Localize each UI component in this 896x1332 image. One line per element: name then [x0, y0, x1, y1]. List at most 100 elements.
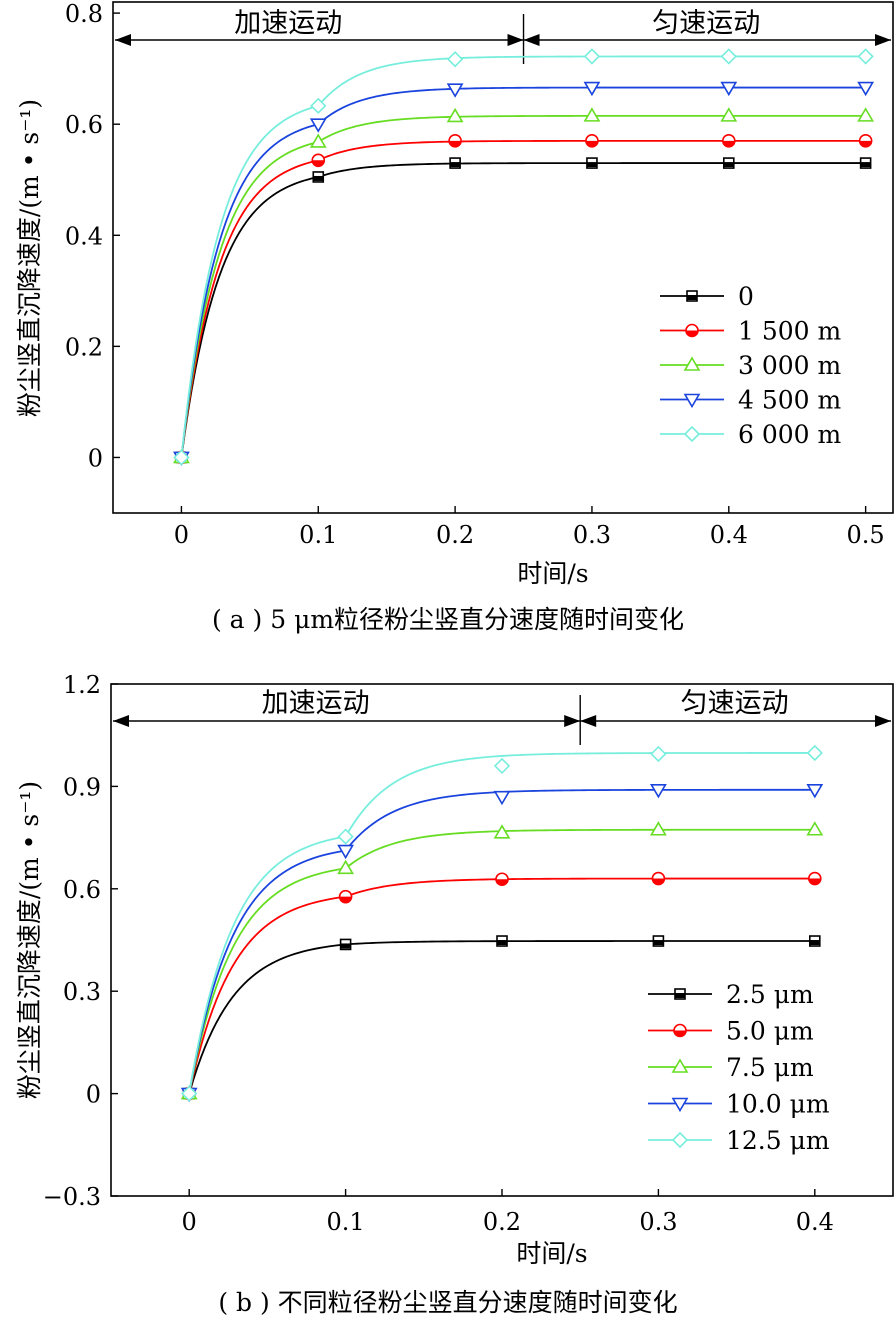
y-tick-label: 0.8: [65, 0, 103, 28]
data-point: [586, 157, 598, 169]
phase-arrowhead-left: [113, 715, 129, 727]
marker-square-fill: [723, 162, 734, 168]
marker-diamond: [446, 51, 464, 68]
marker-triangle-down: [720, 81, 738, 97]
series-line-2: [188, 828, 815, 1094]
data-point: [720, 48, 737, 65]
data-point: [857, 81, 875, 97]
y-tick-label: 0.3: [63, 978, 101, 1006]
marker-circle-fill: [496, 879, 508, 886]
marker-square-fill: [809, 940, 820, 946]
series-line-4: [180, 55, 866, 458]
marker-diamond: [173, 449, 190, 466]
x-tick-label: 0.3: [573, 521, 611, 549]
data-point: [448, 134, 462, 148]
data-point: [446, 107, 464, 123]
marker-triangle: [446, 107, 464, 123]
marker-triangle: [493, 824, 511, 839]
legend-label: 1 500 m: [738, 317, 842, 346]
marker-diamond: [806, 744, 823, 762]
marker-triangle-down: [806, 784, 824, 799]
data-point: [806, 784, 824, 799]
legend-label: 5.0 μm: [726, 1017, 814, 1046]
marker-square-fill: [860, 162, 871, 168]
y-tick-label: 0.6: [63, 876, 101, 904]
x-tick-label: 0: [182, 1208, 197, 1236]
marker-diamond: [181, 1085, 198, 1102]
data-point: [722, 157, 735, 169]
y-tick-label: 0.9: [63, 773, 101, 801]
marker-diamond: [720, 48, 737, 65]
legend-marker: [673, 1023, 687, 1038]
phase-label-accel: 加速运动: [262, 688, 370, 719]
phase-arrowhead-right: [875, 34, 891, 46]
phase-label-uniform: 匀速运动: [652, 8, 760, 39]
marker-triangle: [720, 107, 738, 122]
marker-diamond: [310, 97, 327, 114]
legend-marker: [683, 425, 701, 443]
y-axis-label: 粉尘竖直沉降速度/(m • s⁻¹): [15, 99, 44, 417]
marker-circle-fill: [686, 330, 698, 337]
marker-triangle-down: [309, 118, 327, 133]
legend-marker: [671, 1131, 689, 1149]
legend: 0 1 500 m 3 000 m 4 500 m 6 000 m: [660, 282, 842, 449]
chart-panel-a: 0 0.1 0.2 0.3 0.4 0.5 0 0.2 0.4 0.6 0.8 时间/s 粉尘竖直沉降速…: [15, 0, 894, 634]
marker-diamond: [671, 1131, 689, 1149]
marker-triangle-down: [650, 784, 667, 799]
data-point: [312, 171, 325, 183]
legend-label: 12.5 μm: [726, 1126, 830, 1155]
y-tick-label: 0: [88, 444, 103, 472]
figure-caption: ( a ) 5 μm粒径粉尘竖直分速度随时间变化: [212, 605, 684, 634]
series-line-4: [188, 752, 815, 1094]
x-tick-label: 0.2: [436, 521, 474, 549]
legend-marker: [683, 393, 701, 409]
marker-triangle: [806, 821, 824, 836]
phase-arrowhead-mid-left: [564, 715, 581, 727]
marker-triangle-down: [337, 844, 354, 860]
x-axis-label: 时间/s: [516, 1239, 587, 1268]
data-point: [859, 157, 872, 169]
marker-circle-fill: [674, 1030, 686, 1037]
data-point: [650, 821, 667, 836]
data-point: [181, 1085, 198, 1102]
marker-triangle-down: [671, 1097, 689, 1113]
marker-square-fill: [340, 943, 351, 949]
legend: 2.5 μm 5.0 μm 7.5 μm 10.0 μm 12.5 μm: [648, 980, 830, 1155]
y-tick-label: 0.2: [65, 333, 103, 361]
legend-marker: [685, 323, 699, 338]
y-tick-label: 1.2: [63, 671, 101, 699]
legend-label: 10.0 μm: [726, 1090, 830, 1119]
marker-triangle-down: [446, 83, 464, 98]
legend-marker: [683, 356, 701, 371]
figure-caption: ( b ) 不同粒径粉尘竖直分速度随时间变化: [218, 1288, 677, 1317]
marker-square-fill: [450, 162, 461, 168]
data-point: [495, 872, 509, 887]
marker-diamond: [857, 48, 874, 65]
marker-square-fill: [313, 175, 324, 181]
legend-label: 3 000 m: [738, 351, 842, 380]
marker-circle-fill: [339, 896, 352, 903]
x-tick-label: 0.3: [639, 1208, 677, 1236]
data-point: [650, 784, 667, 799]
data-point: [720, 81, 738, 97]
legend-marker: [671, 1058, 689, 1073]
y-tick-label: 0.4: [65, 222, 103, 250]
y-tick-label: −0.3: [43, 1183, 101, 1211]
legend-marker: [671, 1097, 689, 1113]
marker-square-fill: [497, 940, 507, 946]
data-point: [858, 134, 873, 148]
marker-square-fill: [675, 993, 685, 998]
marker-triangle: [309, 133, 327, 148]
data-point: [807, 871, 822, 886]
data-point: [651, 871, 666, 886]
marker-triangle-down: [857, 81, 875, 97]
marker-triangle: [683, 356, 701, 371]
legend-marker: [686, 290, 698, 302]
marker-circle-fill: [859, 140, 872, 147]
data-point: [446, 83, 464, 98]
series-line-0: [180, 162, 866, 458]
data-point: [311, 153, 326, 168]
series-line-2: [180, 114, 866, 458]
data-point: [585, 134, 599, 148]
